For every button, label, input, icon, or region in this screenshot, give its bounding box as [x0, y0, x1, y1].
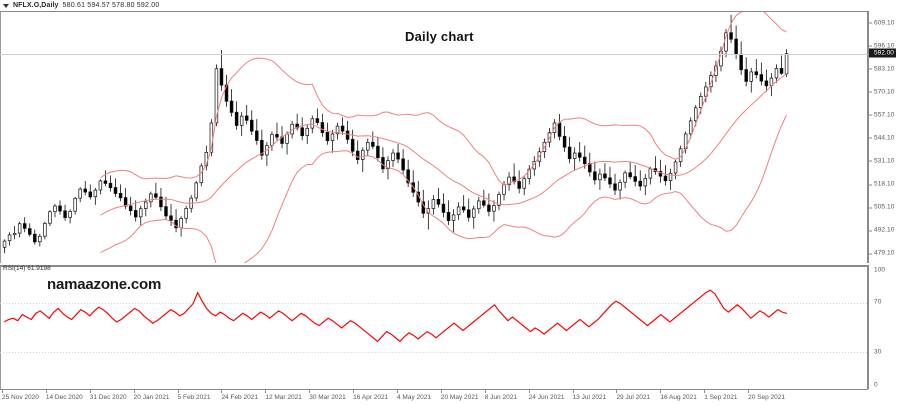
price-tick-label: 570.10 [869, 88, 894, 95]
tick-mark [869, 22, 872, 24]
price-plot-area[interactable] [0, 12, 867, 263]
date-tick-label: 20 Jan 2021 [133, 390, 169, 401]
price-tick-label: 518.10 [869, 181, 894, 188]
price-cursor-line [0, 53, 868, 55]
rsi-panel[interactable] [0, 265, 868, 389]
rsi-tick-label: 0 [874, 381, 878, 389]
date-tick-label: 20 May 2021 [440, 390, 478, 401]
tick-mark [572, 390, 574, 393]
tick-mark [704, 390, 706, 393]
rsi-panel-left-rule [0, 267, 1, 389]
current-price-badge: 592.00 [869, 48, 896, 58]
tick-mark [869, 68, 872, 70]
price-tick-label: 557.10 [869, 111, 894, 118]
rsi-line [3, 289, 788, 343]
date-tick-label: 5 Feb 2021 [177, 390, 210, 401]
bollinger-middle-line [100, 73, 787, 216]
rsi-indicator-label: RSI(14) 61.9198 [3, 265, 51, 272]
date-tick-label: 25 Nov 2020 [2, 390, 39, 401]
price-tick-label: 505.10 [869, 204, 894, 211]
tick-mark [869, 184, 872, 186]
tick-mark [440, 390, 442, 393]
bollinger-upper-line [100, 12, 787, 186]
tick-mark [89, 390, 91, 393]
price-tick-label: 492.10 [869, 227, 894, 234]
tick-mark [133, 390, 135, 393]
tick-mark [265, 390, 267, 393]
ohlc-values-label: 580.61 594.57 578.80 592.00 [62, 2, 160, 9]
tick-mark [484, 390, 486, 393]
date-tick-label: 24 Jun 2021 [528, 390, 564, 401]
price-tick-label: 544.10 [869, 134, 894, 141]
date-axis[interactable]: 25 Nov 2020 14 Dec 2020 31 Dec 2020 20 Jan … [0, 389, 868, 405]
rsi-tick-label: 100 [874, 266, 886, 274]
tick-mark [2, 390, 3, 393]
date-tick-label: 24 Feb 2021 [221, 390, 258, 401]
rsi-axis[interactable]: 100 70 30 0 [868, 265, 900, 389]
date-tick-label: 8 Jun 2021 [484, 390, 517, 401]
tick-mark [309, 390, 311, 393]
price-panel[interactable] [0, 11, 868, 263]
tick-mark [869, 45, 872, 47]
tick-mark [869, 91, 872, 93]
quote-header-bar[interactable]: NFLX.O,Daily 580.61 594.57 578.80 592.00 [0, 0, 900, 11]
tick-mark [397, 390, 398, 393]
watermark: namaazone.com [47, 276, 162, 293]
tick-mark [869, 207, 872, 209]
tick-mark [869, 253, 872, 255]
price-tick-label: 479.10 [869, 250, 894, 257]
date-tick-label: 12 Mar 2021 [265, 390, 302, 401]
tick-mark [528, 390, 530, 393]
tick-mark [45, 390, 47, 393]
tick-mark [869, 114, 872, 116]
tick-mark [869, 230, 872, 232]
price-tick-label: 596.10 [869, 42, 894, 49]
rsi-tick-label: 70 [874, 298, 882, 306]
tick-mark [353, 390, 355, 393]
symbol-label: NFLX.O,Daily [13, 2, 59, 9]
tick-mark [869, 160, 872, 162]
date-tick-label: 16 Aug 2021 [660, 390, 697, 401]
tick-mark [221, 390, 223, 393]
date-tick-label: 30 Mar 2021 [309, 390, 346, 401]
rsi-tick-label: 30 [874, 348, 882, 356]
triangle-down-icon[interactable] [3, 3, 9, 8]
tick-mark [177, 390, 179, 393]
tick-mark [616, 390, 618, 393]
date-tick-label: 20 Sep 2021 [748, 390, 785, 401]
tick-mark [748, 390, 750, 393]
tick-mark [869, 137, 872, 139]
date-tick-label: 29 Jul 2021 [616, 390, 650, 401]
date-tick-label: 16 Apr 2021 [353, 390, 388, 401]
price-tick-label: 531.10 [869, 157, 894, 164]
date-tick-label: 4 May 2021 [397, 390, 431, 401]
date-tick-label: 14 Dec 2020 [45, 390, 83, 401]
price-axis[interactable]: 609.10 596.10 583.10 570.10 557.10 544.10 531.… [868, 11, 900, 263]
bollinger-lower-line [100, 114, 788, 263]
price-tick-label: 609.10 [869, 19, 894, 26]
date-tick-label: 1 Sep 2021 [704, 390, 737, 401]
date-tick-label: 31 Dec 2020 [89, 390, 127, 401]
date-tick-label: 13 Jul 2021 [572, 390, 606, 401]
rsi-plot-area[interactable] [0, 267, 867, 389]
price-tick-label: 583.10 [869, 65, 894, 72]
price-panel-left-rule [0, 12, 1, 263]
chart-title: Daily chart [405, 29, 474, 44]
tick-mark [660, 390, 662, 393]
